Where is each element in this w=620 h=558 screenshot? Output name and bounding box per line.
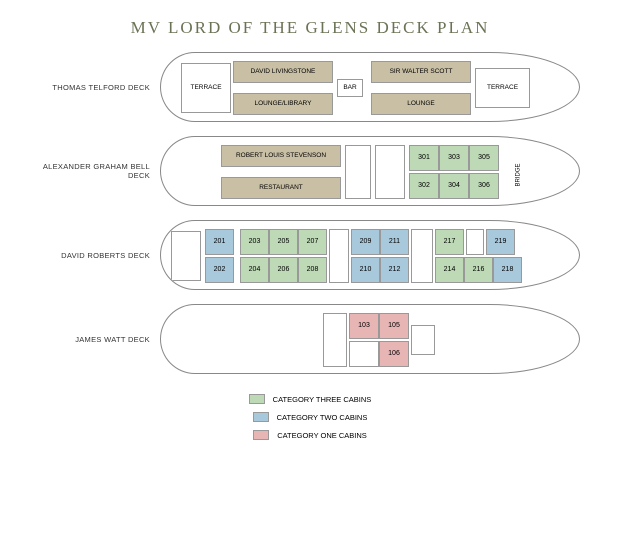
room-lounge: LOUNGE [371, 93, 471, 115]
room-208: 208 [298, 257, 327, 283]
room-301: 301 [409, 145, 439, 171]
room-207: 207 [298, 229, 327, 255]
deck-label: THOMAS TELFORD DECK [20, 83, 160, 92]
deck-label: DAVID ROBERTS DECK [20, 251, 160, 260]
deck-label: ALEXANDER GRAHAM BELL DECK [20, 162, 160, 180]
room-blank [411, 325, 435, 355]
room-terrace: TERRACE [475, 68, 530, 108]
room-305: 305 [469, 145, 499, 171]
room-209: 209 [351, 229, 380, 255]
room-304: 304 [439, 173, 469, 199]
room-216: 216 [464, 257, 493, 283]
legend-swatch [253, 412, 269, 422]
legend-label: CATEGORY ONE CABINS [277, 431, 367, 440]
legend: CATEGORY THREE CABINS CATEGORY TWO CABINS… [0, 394, 620, 440]
room-blank [375, 145, 405, 199]
legend-item: CATEGORY THREE CABINS [249, 394, 372, 404]
room-lounge-library: LOUNGE/LIBRARY [233, 93, 333, 115]
ship-outline: ROBERT LOUIS STEVENSON RESTAURANT 30130330… [160, 136, 580, 206]
room-201: 201 [205, 229, 234, 255]
deck-label: JAMES WATT DECK [20, 335, 160, 344]
room-bar: BAR [337, 79, 363, 97]
room-blank [466, 229, 484, 255]
deck-plan-container: THOMAS TELFORD DECKTERRACEDAVID LIVINGST… [0, 52, 620, 374]
deck-row: DAVID ROBERTS DECK2012032052072092112172… [0, 220, 620, 290]
bridge-label: BRIDGE [516, 163, 522, 186]
room-sir-walter-scott: SIR WALTER SCOTT [371, 61, 471, 83]
room-blank [345, 145, 371, 199]
room-blank [323, 313, 347, 367]
room-205: 205 [269, 229, 298, 255]
room-214: 214 [435, 257, 464, 283]
room-204: 204 [240, 257, 269, 283]
legend-item: CATEGORY ONE CABINS [253, 430, 367, 440]
ship-outline: 2012032052072092112172192022042062082102… [160, 220, 580, 290]
room-206: 206 [269, 257, 298, 283]
legend-label: CATEGORY TWO CABINS [277, 413, 368, 422]
room-blank [329, 229, 349, 283]
legend-item: CATEGORY TWO CABINS [253, 412, 368, 422]
page-title: MV LORD OF THE GLENS DECK PLAN [0, 0, 620, 52]
legend-label: CATEGORY THREE CABINS [273, 395, 372, 404]
legend-swatch [253, 430, 269, 440]
room-211: 211 [380, 229, 409, 255]
room-106: 106 [379, 341, 409, 367]
deck-row: THOMAS TELFORD DECKTERRACEDAVID LIVINGST… [0, 52, 620, 122]
room-217: 217 [435, 229, 464, 255]
room-restaurant: RESTAURANT [221, 177, 341, 199]
deck-row: JAMES WATT DECK103105106 [0, 304, 620, 374]
room-212: 212 [380, 257, 409, 283]
room-terrace: TERRACE [181, 63, 231, 113]
room-105: 105 [379, 313, 409, 339]
room-david-livingstone: DAVID LIVINGSTONE [233, 61, 333, 83]
room-302: 302 [409, 173, 439, 199]
room-306: 306 [469, 173, 499, 199]
room-blank [411, 229, 433, 283]
room-303: 303 [439, 145, 469, 171]
room-robert-louis-stevenson: ROBERT LOUIS STEVENSON [221, 145, 341, 167]
room-103: 103 [349, 313, 379, 339]
room-blank [349, 341, 379, 367]
room-219: 219 [486, 229, 515, 255]
room-blank [171, 231, 201, 281]
legend-swatch [249, 394, 265, 404]
room-218: 218 [493, 257, 522, 283]
ship-outline: 103105106 [160, 304, 580, 374]
deck-row: ALEXANDER GRAHAM BELL DECKROBERT LOUIS S… [0, 136, 620, 206]
room-210: 210 [351, 257, 380, 283]
room-203: 203 [240, 229, 269, 255]
ship-outline: TERRACEDAVID LIVINGSTONELOUNGE/LIBRARYBA… [160, 52, 580, 122]
room-202: 202 [205, 257, 234, 283]
